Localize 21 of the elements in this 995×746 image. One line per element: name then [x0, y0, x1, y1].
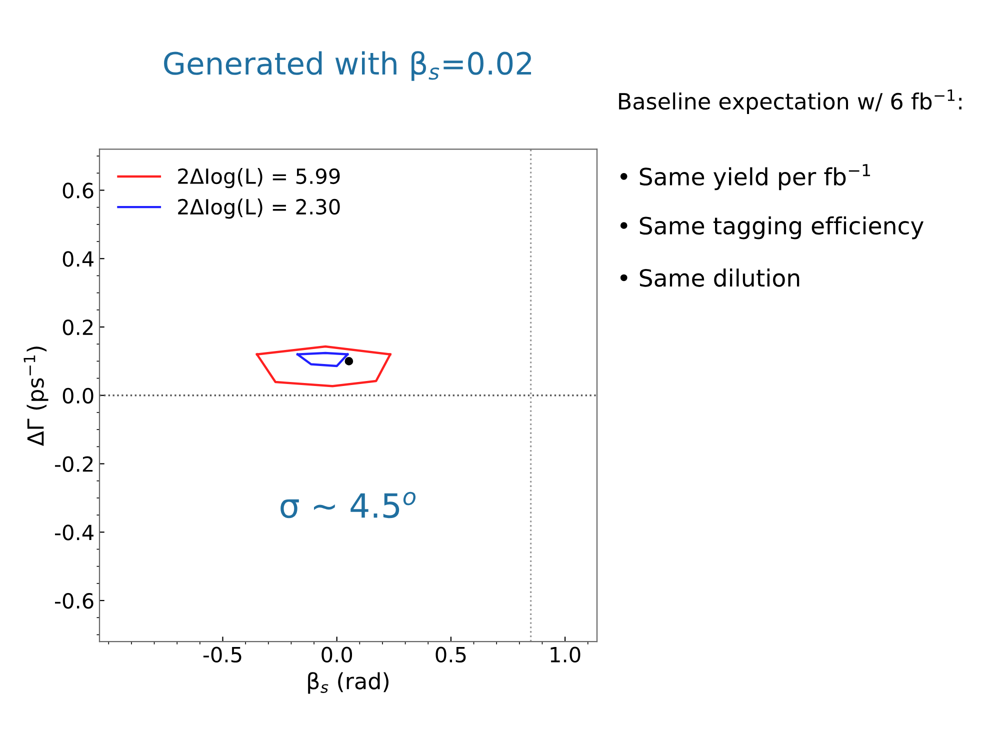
text: • Same yield per fb$^{−1}$ [620, 164, 870, 190]
y-axis-title: ΔΓ (ps$^{−1}$) [24, 346, 48, 446]
x-tick-label: -0.5 [203, 646, 242, 663]
x-tick-label: 1.0 [550, 646, 580, 663]
y-tick-label: 0.4 [62, 251, 94, 267]
x-tick-label: 0.0 [322, 646, 352, 663]
y-tick-label: 0.2 [62, 319, 93, 336]
x-axis-title: β$_{s}$ (rad) [308, 672, 388, 694]
y-tick-label: -0.6 [55, 592, 94, 609]
legend-label: 2ΔIog(L) = 2.30 [178, 198, 340, 219]
x-tick-label: 0.5 [436, 646, 466, 663]
y-tick-label: -0.2 [55, 456, 93, 472]
y-tick-label: -0.4 [55, 524, 94, 540]
annotation: σ ~ 4.5$^{o}$ [280, 492, 416, 518]
text: • Same tagging efficiency [620, 216, 924, 240]
text: • Same dilution [620, 268, 800, 287]
y-tick-label: 0.0 [62, 388, 94, 404]
legend-label: 2ΔIog(L) = 5.99 [178, 168, 340, 188]
text: Baseline expectation w/ 6 fb$^{−1}$: [619, 90, 962, 114]
y-tick-label: 0.6 [62, 182, 94, 198]
chart-title: Generated with β$_{s}$=0.02 [164, 51, 532, 81]
